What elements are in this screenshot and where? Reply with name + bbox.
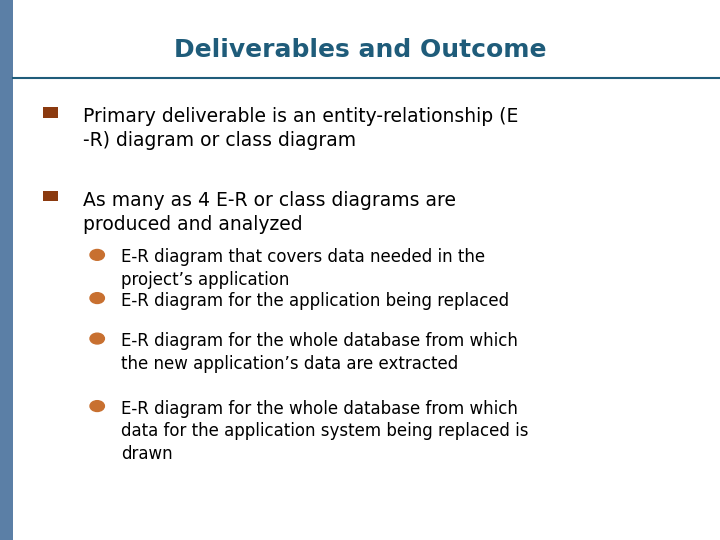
Circle shape	[90, 293, 104, 303]
Text: E-R diagram for the application being replaced: E-R diagram for the application being re…	[121, 292, 509, 309]
Circle shape	[90, 249, 104, 260]
Text: E-R diagram that covers data needed in the
project’s application: E-R diagram that covers data needed in t…	[121, 248, 485, 289]
Text: As many as 4 E-R or class diagrams are
produced and analyzed: As many as 4 E-R or class diagrams are p…	[83, 191, 456, 234]
Text: E-R diagram for the whole database from which
the new application’s data are ext: E-R diagram for the whole database from …	[121, 332, 518, 373]
Bar	[43, 191, 58, 201]
Text: E-R diagram for the whole database from which
data for the application system be: E-R diagram for the whole database from …	[121, 400, 528, 463]
Text: Deliverables and Outcome: Deliverables and Outcome	[174, 38, 546, 62]
Bar	[43, 107, 58, 118]
Circle shape	[90, 401, 104, 411]
Text: Primary deliverable is an entity-relationship (E
-R) diagram or class diagram: Primary deliverable is an entity-relatio…	[83, 107, 518, 150]
Bar	[0, 0, 13, 540]
Circle shape	[90, 333, 104, 344]
